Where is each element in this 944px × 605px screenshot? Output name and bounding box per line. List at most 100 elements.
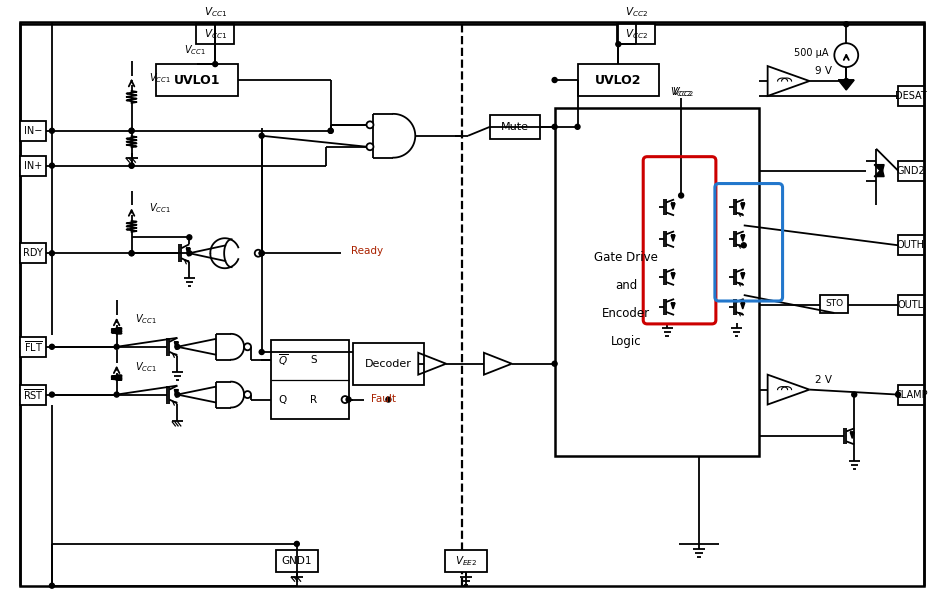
Bar (616, 24, 654, 44)
Bar (20, 385, 46, 405)
Circle shape (843, 79, 848, 83)
Bar (20, 155, 46, 175)
Text: 2 V: 2 V (814, 374, 831, 385)
Text: Ready: Ready (350, 246, 382, 257)
Text: $V_{CC1}$: $V_{CC1}$ (203, 5, 227, 19)
Bar (271, 340, 348, 419)
Text: GND2: GND2 (896, 166, 924, 175)
Text: $V_{CC2}$: $V_{CC2}$ (669, 85, 691, 99)
Circle shape (114, 344, 119, 349)
Text: Q: Q (278, 394, 287, 405)
Text: $V_{CC2}$: $V_{CC2}$ (624, 27, 647, 41)
Text: Logic: Logic (610, 335, 641, 348)
Polygon shape (740, 203, 744, 209)
Circle shape (385, 397, 391, 402)
Circle shape (49, 583, 55, 588)
Text: $V_{CC2}$: $V_{CC2}$ (671, 85, 693, 99)
Bar (897, 235, 923, 255)
Circle shape (366, 143, 373, 150)
Polygon shape (186, 248, 190, 256)
Circle shape (255, 250, 261, 257)
Circle shape (551, 124, 557, 129)
Text: $V_{CC1}$: $V_{CC1}$ (134, 312, 156, 326)
Circle shape (129, 250, 134, 256)
Bar (352, 343, 424, 385)
Bar (445, 550, 486, 572)
Text: IN+: IN+ (24, 161, 42, 171)
Bar (157, 64, 238, 96)
Circle shape (114, 392, 119, 397)
Text: UVLO2: UVLO2 (595, 74, 641, 87)
Text: 9 V: 9 V (814, 66, 831, 76)
Bar (819, 295, 848, 313)
Text: DESAT: DESAT (894, 91, 926, 101)
Polygon shape (740, 235, 744, 241)
Circle shape (740, 243, 746, 248)
Polygon shape (740, 273, 744, 279)
Text: Decoder: Decoder (364, 359, 412, 368)
Polygon shape (767, 374, 809, 405)
Circle shape (615, 42, 620, 47)
Circle shape (366, 122, 373, 128)
Circle shape (187, 250, 192, 256)
Bar (20, 337, 46, 357)
Circle shape (244, 391, 251, 398)
Circle shape (843, 22, 848, 27)
Text: $V_{CC1}$: $V_{CC1}$ (184, 44, 206, 57)
Circle shape (834, 43, 857, 67)
Polygon shape (670, 273, 674, 279)
Circle shape (341, 396, 348, 403)
Bar (897, 295, 923, 315)
Text: Gate Drive: Gate Drive (594, 251, 657, 264)
Circle shape (129, 163, 134, 168)
Text: S: S (310, 355, 316, 365)
Text: RDY: RDY (23, 248, 42, 258)
Text: Encoder: Encoder (601, 307, 649, 320)
Text: $V_{CC1}$: $V_{CC1}$ (134, 360, 156, 374)
Circle shape (212, 62, 217, 67)
Text: 500 µA: 500 µA (793, 48, 828, 58)
Text: Fault: Fault (371, 394, 396, 404)
Text: $\overline{\rm RST}$: $\overline{\rm RST}$ (23, 387, 43, 402)
Circle shape (49, 344, 55, 349)
Polygon shape (837, 80, 853, 90)
Polygon shape (873, 165, 884, 172)
Bar (196, 24, 234, 44)
Polygon shape (670, 303, 674, 309)
Bar (554, 108, 758, 456)
Text: OUTH: OUTH (896, 240, 924, 250)
Polygon shape (175, 390, 178, 397)
Polygon shape (740, 303, 744, 309)
Text: UVLO1: UVLO1 (174, 74, 220, 87)
Text: R: R (310, 394, 317, 405)
Bar (897, 385, 923, 405)
Text: and: and (615, 279, 636, 292)
Circle shape (187, 235, 192, 240)
Bar (276, 550, 317, 572)
Polygon shape (767, 66, 809, 96)
Circle shape (49, 128, 55, 133)
Circle shape (259, 250, 264, 256)
Text: $V_{CC1}$: $V_{CC1}$ (203, 27, 227, 41)
Text: STO: STO (824, 299, 842, 309)
Polygon shape (850, 433, 853, 439)
Circle shape (328, 128, 333, 133)
Circle shape (551, 77, 557, 82)
Circle shape (244, 343, 251, 350)
Circle shape (551, 361, 557, 366)
Circle shape (49, 163, 55, 168)
Bar (577, 64, 659, 96)
Circle shape (851, 392, 856, 397)
Polygon shape (175, 342, 178, 350)
Text: $V_{CC2}$: $V_{CC2}$ (624, 5, 647, 19)
Bar (897, 161, 923, 180)
Circle shape (175, 344, 179, 349)
Bar (20, 243, 46, 263)
Circle shape (328, 128, 333, 133)
Text: OUTL: OUTL (897, 300, 923, 310)
Circle shape (259, 133, 264, 139)
Circle shape (294, 541, 299, 546)
Text: GND1: GND1 (281, 556, 312, 566)
Circle shape (346, 397, 350, 402)
Circle shape (259, 250, 264, 256)
